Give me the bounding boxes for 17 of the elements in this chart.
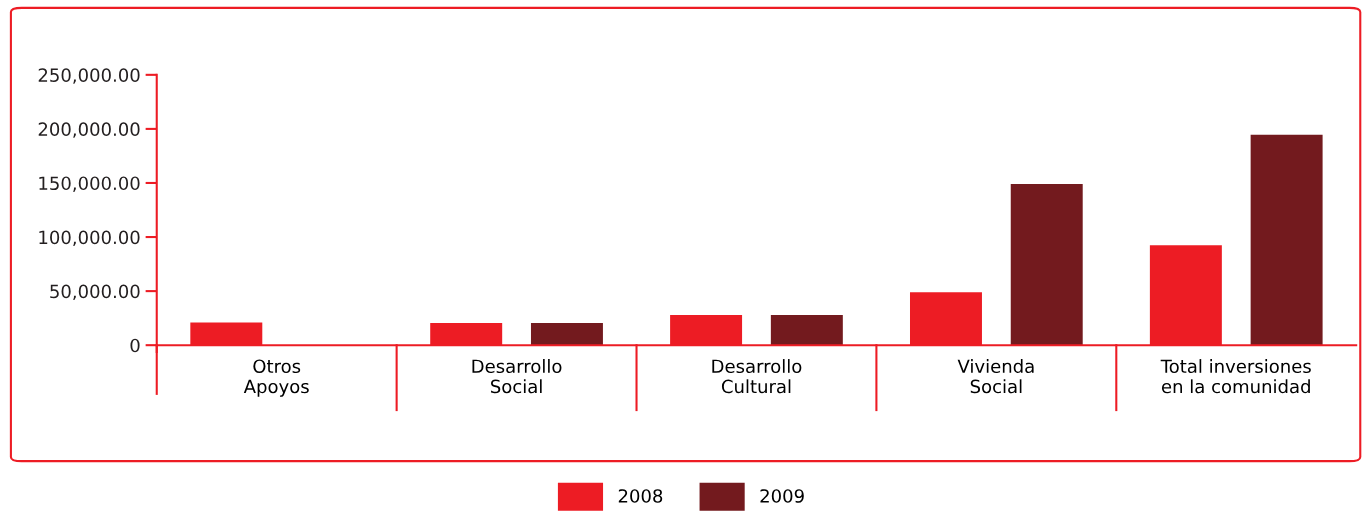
- y-tick-label: 200,000.00: [38, 122, 140, 138]
- y-tick-label: 150,000.00: [39, 176, 140, 192]
- legend-label: 2008: [618, 489, 663, 503]
- x-tick-label: Total inversiones en la comunidad: [1160, 359, 1311, 394]
- x-tick-label: Otros Apoyos: [243, 359, 309, 397]
- legend-label: 2009: [760, 489, 804, 503]
- x-tick-label: Desarrollo Cultural: [712, 359, 802, 394]
- x-tick-label: Vivienda Social: [957, 359, 1034, 394]
- y-tick-label: 250,000.00: [38, 68, 140, 84]
- y-tick-label: 100,000.00: [39, 230, 140, 246]
- y-tick-label: 0: [130, 338, 140, 353]
- bar: [1250, 134, 1323, 346]
- bar: [1010, 184, 1083, 346]
- bar: [770, 314, 843, 346]
- bar: [530, 323, 603, 346]
- y-tick-label: 50,000.00: [50, 284, 140, 301]
- x-tick-label: Desarrollo Social: [472, 359, 562, 394]
